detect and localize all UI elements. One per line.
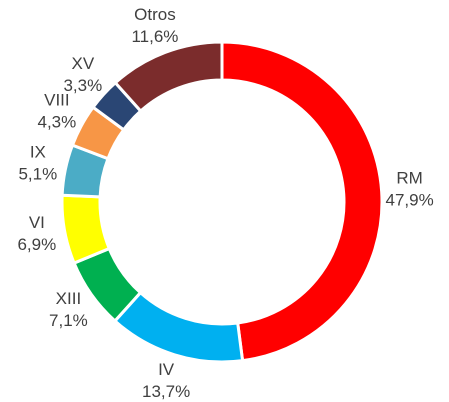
donut-segment xyxy=(60,193,112,266)
segment-name: VI xyxy=(29,213,45,232)
segment-name: XV xyxy=(72,54,95,73)
segment-name: VIII xyxy=(44,91,70,110)
segment-name: IV xyxy=(158,360,175,379)
segment-value: 3,3% xyxy=(63,76,102,95)
segment-value: 7,1% xyxy=(49,311,88,330)
donut-segment xyxy=(220,40,384,363)
segment-value: 5,1% xyxy=(18,165,57,184)
segment-name: RM xyxy=(396,168,422,187)
segment-value: 47,9% xyxy=(386,190,434,209)
donut-segment xyxy=(113,40,224,114)
segment-value: 6,9% xyxy=(17,235,56,254)
segment-value: 13,7% xyxy=(142,382,190,401)
donut-segment xyxy=(112,290,245,364)
segment-name: XIII xyxy=(56,289,82,308)
segment-value: 4,3% xyxy=(37,113,76,132)
segment-name: IX xyxy=(30,143,46,162)
segment-value: 11,6% xyxy=(131,27,178,46)
segment-name: Otros xyxy=(134,5,176,24)
